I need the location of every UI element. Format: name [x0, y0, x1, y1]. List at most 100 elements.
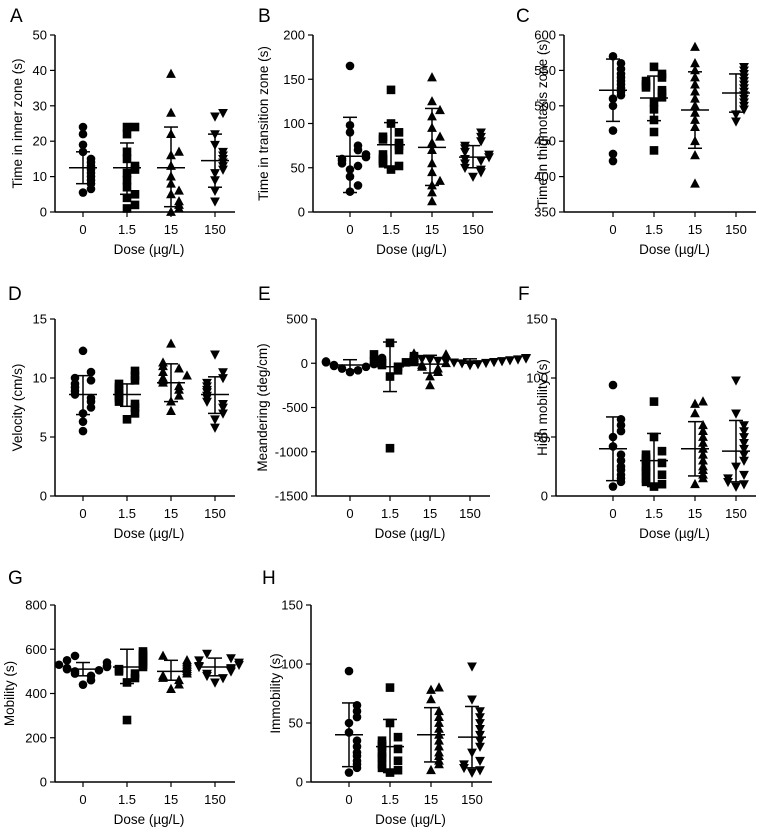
y-tick-label: 10 — [33, 371, 47, 386]
y-axis-title: Immobility (s) — [268, 653, 283, 733]
group-15 — [157, 650, 192, 693]
data-point — [337, 364, 347, 373]
data-point — [385, 443, 395, 453]
data-point — [426, 684, 436, 694]
data-point — [78, 417, 88, 426]
x-tick-label: 1.5 — [118, 222, 136, 237]
group-150 — [194, 649, 244, 688]
y-tick-label: 600 — [534, 28, 556, 43]
y-tick-label: 0 — [298, 205, 305, 220]
data-point — [616, 450, 626, 460]
group-1.5 — [376, 683, 404, 777]
data-point — [476, 156, 486, 166]
data-point — [210, 423, 220, 433]
data-point — [130, 376, 140, 385]
data-point — [434, 717, 444, 727]
data-point — [393, 744, 403, 754]
y-tick-label: 20 — [33, 134, 47, 149]
data-point — [138, 647, 148, 656]
data-point — [521, 354, 531, 364]
data-point — [394, 128, 404, 137]
x-tick-label: 1.5 — [381, 506, 399, 521]
data-point — [130, 366, 140, 376]
x-axis-title: Dose (µg/L) — [376, 242, 447, 257]
data-point — [616, 462, 626, 471]
data-point — [460, 141, 470, 151]
data-point — [690, 398, 700, 408]
group-15 — [418, 72, 446, 206]
data-point — [166, 68, 176, 78]
data-point — [122, 204, 132, 213]
data-point — [202, 669, 212, 679]
data-point — [649, 146, 659, 155]
x-tick-label: 15 — [688, 506, 702, 521]
data-point — [386, 85, 396, 95]
data-point — [78, 129, 88, 139]
y-tick-label: -1000 — [275, 444, 308, 459]
data-point — [393, 756, 403, 766]
data-point — [425, 380, 435, 390]
data-point — [114, 664, 124, 674]
data-point — [435, 175, 445, 185]
data-point — [122, 715, 132, 725]
data-point — [86, 393, 96, 403]
y-axis-title: Time in thigmotaxis zone (s) — [535, 39, 550, 207]
data-point — [434, 723, 444, 733]
data-point — [616, 420, 626, 430]
data-point — [427, 72, 437, 82]
data-point — [210, 197, 220, 207]
group-1.5 — [377, 85, 405, 174]
data-point — [434, 711, 444, 721]
data-point — [394, 138, 404, 148]
x-axis-title: Dose (µg/L) — [114, 526, 185, 541]
data-point — [174, 185, 184, 195]
x-tick-label: 1.5 — [645, 222, 663, 237]
x-axis-title: Dose (µg/L) — [375, 526, 446, 541]
group-150 — [201, 350, 229, 433]
data-point — [393, 765, 403, 775]
data-point — [158, 650, 168, 660]
data-point — [505, 356, 515, 366]
x-tick-label: 0 — [79, 506, 86, 521]
y-tick-label: 100 — [283, 116, 305, 131]
data-point — [122, 122, 132, 132]
x-tick-label: 1.5 — [381, 792, 399, 807]
data-point — [174, 380, 184, 391]
x-tick-label: 0 — [609, 222, 616, 237]
y-tick-label: 200 — [25, 730, 47, 745]
y-tick-label: 50 — [534, 430, 548, 445]
data-point — [649, 62, 659, 72]
data-point — [130, 371, 140, 380]
data-point — [344, 666, 354, 676]
data-point — [369, 357, 379, 366]
x-tick-label: 0 — [346, 506, 353, 521]
data-point — [608, 380, 618, 390]
x-tick-label: 15 — [688, 222, 702, 237]
data-point — [417, 354, 427, 365]
data-point — [449, 358, 459, 368]
data-point — [377, 358, 387, 368]
panel-letter: H — [262, 568, 276, 589]
y-tick-label: 5 — [40, 430, 47, 445]
group-150 — [201, 108, 229, 207]
group-15 — [417, 682, 445, 775]
data-point — [352, 742, 362, 751]
data-point — [690, 58, 700, 68]
y-tick-label: -500 — [282, 400, 308, 415]
panel-f: F 0 50 100 150 0 1.5 15 150 Dose (µg/L) High mobil… — [518, 284, 756, 541]
group-150 — [458, 662, 486, 778]
data-point — [62, 663, 72, 673]
y-tick-label: 50 — [291, 160, 305, 175]
data-point — [166, 107, 176, 117]
data-point — [218, 108, 228, 119]
data-point — [210, 186, 220, 197]
x-tick-label: 150 — [725, 222, 747, 237]
data-point — [393, 732, 403, 742]
y-tick-label: 50 — [289, 716, 303, 731]
group-0 — [54, 651, 112, 689]
data-point — [234, 658, 244, 668]
y-tick-label: 150 — [281, 598, 303, 613]
data-point — [459, 760, 469, 770]
data-point — [386, 165, 396, 174]
data-point — [218, 368, 228, 378]
